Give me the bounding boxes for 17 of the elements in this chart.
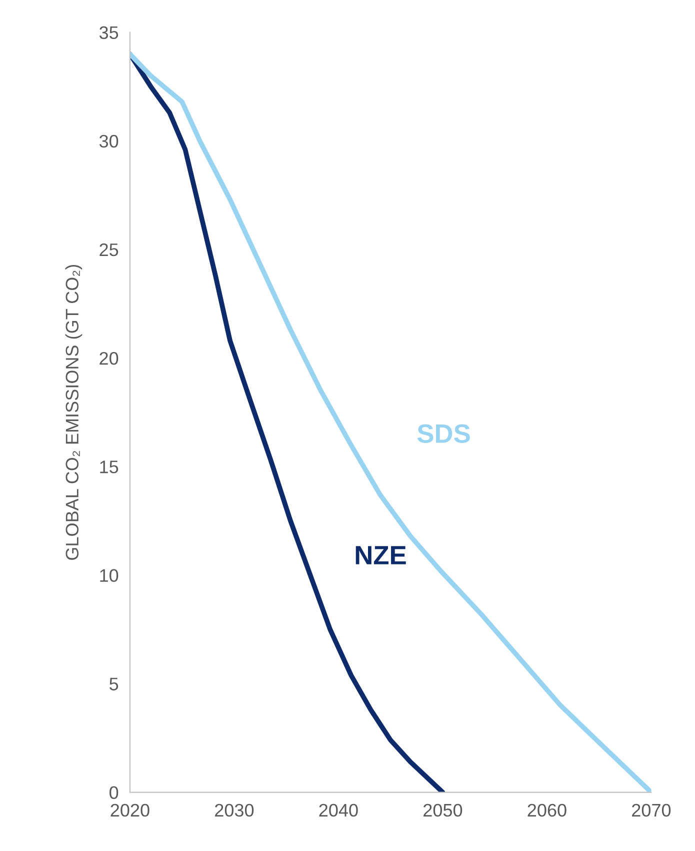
x-tick-label: 2030 [215, 804, 254, 817]
series-label: NZE [356, 546, 406, 564]
y-axis-title: GLOBAL CO₂ EMISSIONS (GT CO₂) [65, 264, 82, 560]
y-tick-label: 30 [99, 134, 118, 148]
x-tick-label: 2040 [319, 804, 358, 817]
y-tick-label: 0 [110, 786, 118, 799]
y-tick-label: 10 [100, 569, 118, 582]
y-tick-label: 15 [100, 460, 118, 474]
y-tick-label: 20 [100, 352, 118, 365]
text: SDS [417, 424, 470, 443]
y-tick-label: 25 [100, 243, 118, 256]
y-tick-label: 35 [99, 26, 118, 40]
x-tick-label: 2050 [424, 804, 462, 817]
x-tick-label: 2070 [632, 804, 671, 817]
x-tick-label: 2060 [528, 804, 566, 817]
x-tick-label: 2020 [110, 804, 150, 817]
y-tick-label: 5 [110, 678, 118, 690]
